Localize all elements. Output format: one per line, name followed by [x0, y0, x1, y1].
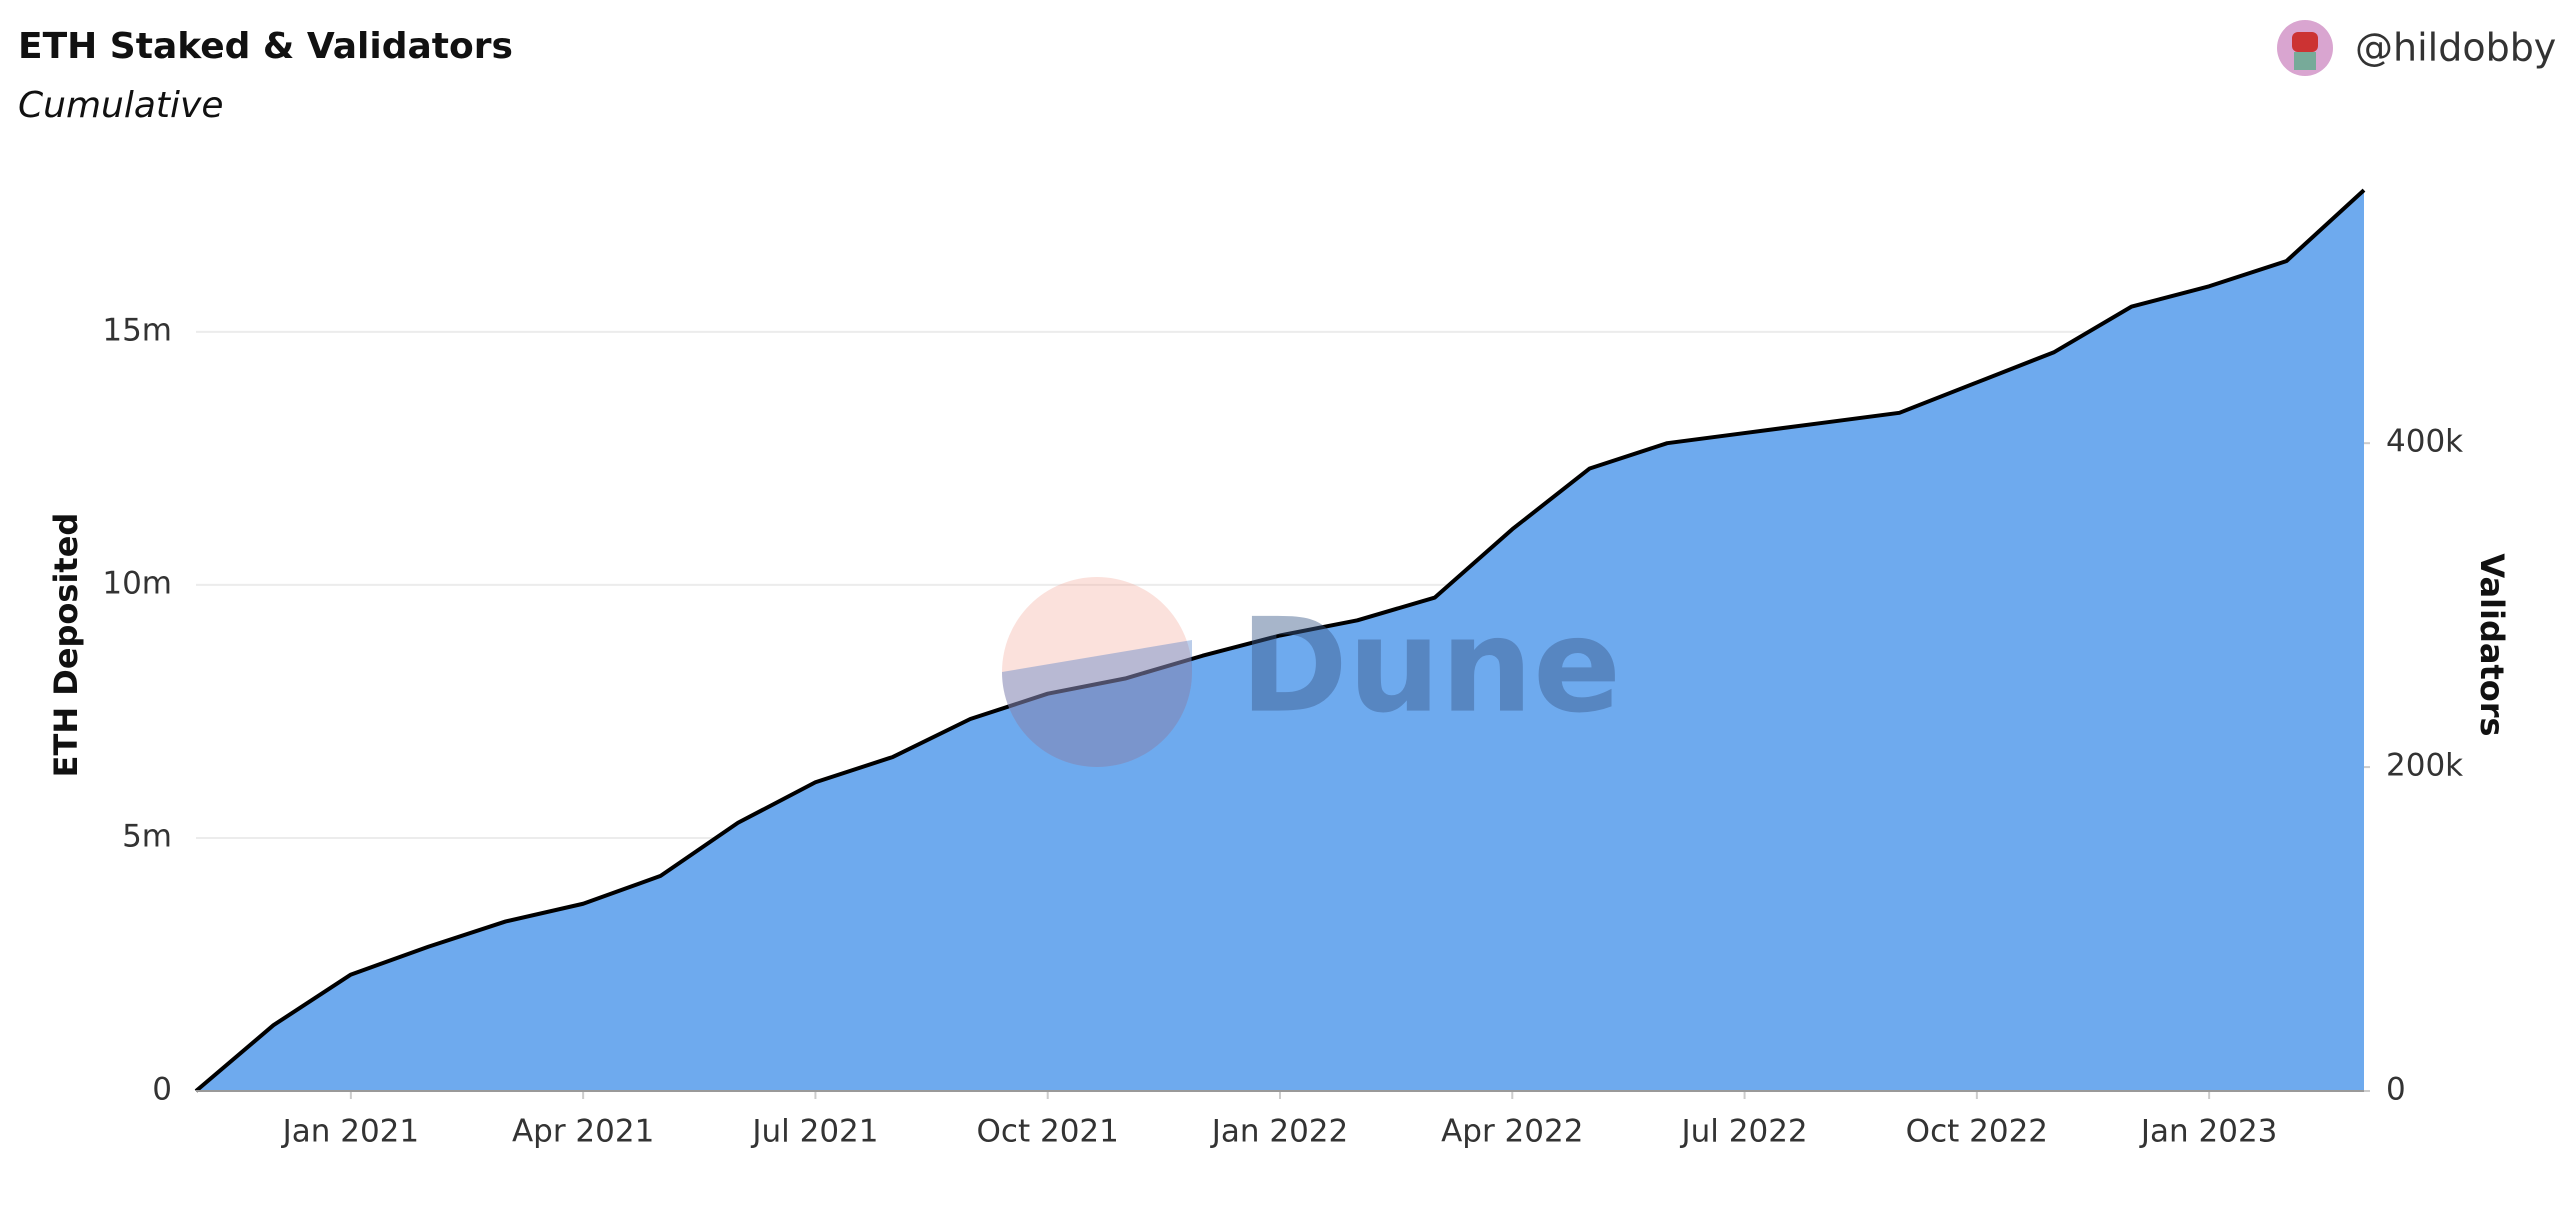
y-tick-label: 10m: [102, 565, 172, 601]
x-tick-label: Jul 2022: [1679, 1114, 1807, 1150]
x-tick-label: Apr 2021: [512, 1114, 654, 1150]
y-tick-label: 0: [152, 1072, 172, 1108]
y2-axis-label: Validators: [2473, 553, 2511, 736]
x-tick-label: Jan 2021: [281, 1114, 420, 1150]
x-tick-label: Oct 2021: [977, 1114, 1119, 1150]
x-tick-label: Jan 2023: [2139, 1114, 2278, 1150]
line: [194, 188, 2366, 1093]
watermark-text: Dune: [1240, 590, 1621, 742]
chart-subtitle: Cumulative: [18, 85, 223, 126]
x-tick-label: Jul 2021: [750, 1114, 878, 1150]
y-tick-label: 15m: [102, 312, 172, 348]
y-tick-label: 5m: [122, 818, 172, 854]
avatar: [2277, 20, 2333, 76]
watermark: Dune: [1002, 577, 1621, 767]
y-axis-label: ETH Deposited: [47, 513, 85, 778]
y2-tick-label: 400k: [2386, 424, 2463, 460]
chart-title: ETH Staked & Validators: [18, 26, 513, 67]
x-tick-label: Oct 2022: [1906, 1114, 2048, 1150]
y2-tick-label: 0: [2386, 1072, 2406, 1108]
y2-tick-label: 200k: [2386, 748, 2463, 784]
author[interactable]: @hildobby: [2355, 26, 2556, 70]
area: [196, 190, 2364, 1092]
x-tick-label: Apr 2022: [1441, 1114, 1583, 1150]
x-tick-label: Jan 2022: [1210, 1114, 1349, 1150]
